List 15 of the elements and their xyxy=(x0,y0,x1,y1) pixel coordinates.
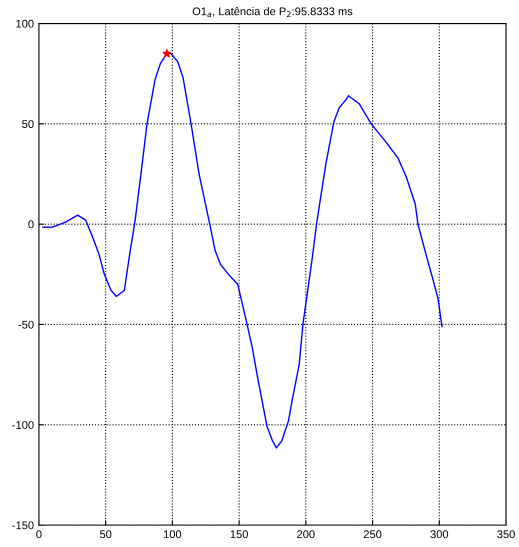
x-tick-label: 300 xyxy=(430,530,448,538)
y-tick-label: 0 xyxy=(28,220,34,228)
x-tick-label: 200 xyxy=(297,530,315,538)
x-tick-label: 250 xyxy=(364,530,382,538)
y-tick-label: -100 xyxy=(12,421,34,429)
chart-title: O1$_{a}$, Latência de P$_{2}$:95.8333 ms xyxy=(192,7,352,18)
y-tick-label: -50 xyxy=(18,320,34,329)
y-tick-label: 100 xyxy=(16,20,34,28)
x-tick-label: 100 xyxy=(164,530,182,538)
x-tick-label: 0 xyxy=(36,530,42,538)
x-tick-label: 150 xyxy=(230,530,248,538)
y-tick-label: -150 xyxy=(12,521,34,530)
x-tick-label: 50 xyxy=(100,530,112,538)
y-tick-label: 50 xyxy=(22,120,34,128)
x-tick-label: 350 xyxy=(497,530,515,538)
